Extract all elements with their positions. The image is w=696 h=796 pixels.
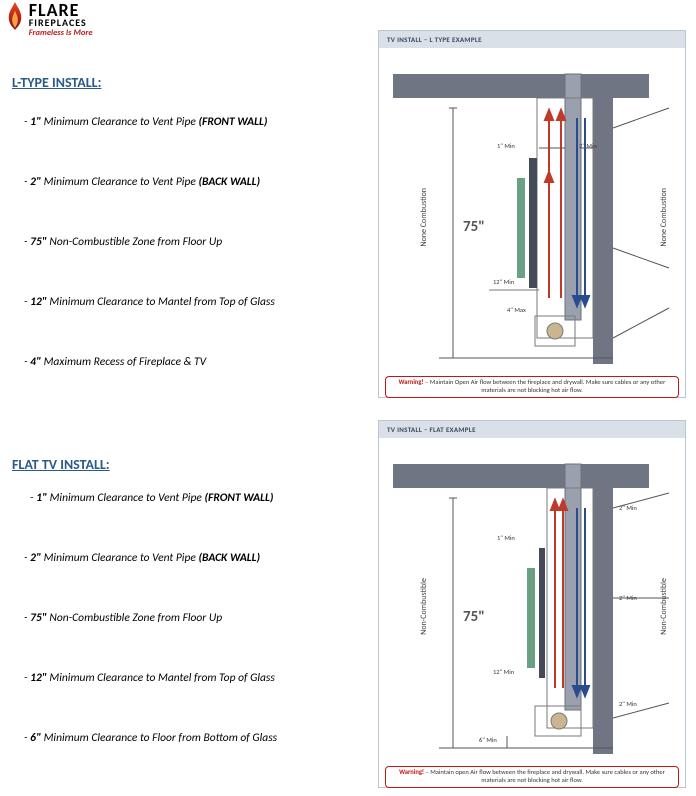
dim-back-top: 2" Min	[619, 504, 637, 512]
spec-item: - 12" Minimum Clearance to Mantel from T…	[12, 295, 372, 309]
spec-item: - 1" Minimum Clearance to Vent Pipe (FRO…	[12, 491, 372, 505]
dim-back-bot: 2" Min	[619, 700, 637, 708]
dim-75: 75"	[463, 608, 485, 626]
spec-item: - 75" Non-Combustible Zone from Floor Up	[12, 611, 372, 625]
diagram-ltype: TV INSTALL – L TYPE EXAMPLE	[378, 30, 686, 398]
label-left-noncomb: None Combustion	[419, 188, 429, 247]
logo-tagline: Frameless Is More	[29, 28, 93, 38]
logo: FLARE FIREPLACES Frameless Is More	[6, 2, 93, 38]
diagram-header: TV INSTALL – FLAT EXAMPLE	[379, 421, 685, 438]
dim-back-mid: 2" Min	[619, 594, 637, 602]
dim-recess: 4" Max	[507, 306, 526, 314]
spec-item: - 2" Minimum Clearance to Vent Pipe (BAC…	[12, 175, 372, 189]
spec-item: - 1" Minimum Clearance to Vent Pipe (FRO…	[12, 115, 372, 129]
diagram-body: 75" 1" Min 2" Min 12" Min 4" Max None Co…	[379, 48, 685, 372]
label-left-noncomb: Non-Combustible	[419, 578, 429, 635]
flame-icon	[6, 2, 24, 34]
dim-mantel: 12" Min	[493, 668, 514, 676]
dim-floor: 6" Min	[479, 736, 497, 744]
dim-front: 1" Min	[497, 534, 515, 542]
logo-brand2: FIREPLACES	[29, 18, 93, 28]
spec-item: - 2" Minimum Clearance to Vent Pipe (BAC…	[12, 551, 372, 565]
label-right-noncomb: None Combustion	[659, 188, 669, 247]
spec-item: - 4" Maximum Recess of Fireplace & TV	[12, 355, 372, 369]
warning-box: Warning! – Maintain Open Air flow betwee…	[385, 376, 679, 398]
diagram-body: 75" 1" Min 2" Min 2" Min 2" Min 12" Min …	[379, 438, 685, 762]
section-ltype: L-TYPE INSTALL: - 1" Minimum Clearance t…	[12, 74, 372, 369]
section-flat: FLAT TV INSTALL: - 1" Minimum Clearance …	[12, 456, 372, 745]
spec-item: - 12" Minimum Clearance to Mantel from T…	[12, 671, 372, 685]
dim-back: 2" Min	[579, 142, 597, 150]
dim-mantel: 12" Min	[493, 278, 514, 286]
section-title: L-TYPE INSTALL:	[12, 74, 372, 91]
spec-item: - 6" Minimum Clearance to Floor from Bot…	[12, 731, 372, 745]
dim-front: 1" Min	[497, 142, 515, 150]
spec-item: - 75" Non-Combustible Zone from Floor Up	[12, 235, 372, 249]
warning-box: Warning! – Maintain open Air flow betwee…	[385, 766, 679, 788]
diagram-header: TV INSTALL – L TYPE EXAMPLE	[379, 31, 685, 48]
label-right-noncomb: Non-Combustible	[659, 578, 669, 635]
diagram-flat: TV INSTALL – FLAT EXAMPLE	[378, 420, 686, 788]
section-title: FLAT TV INSTALL:	[12, 456, 372, 473]
dim-75: 75"	[463, 218, 485, 236]
